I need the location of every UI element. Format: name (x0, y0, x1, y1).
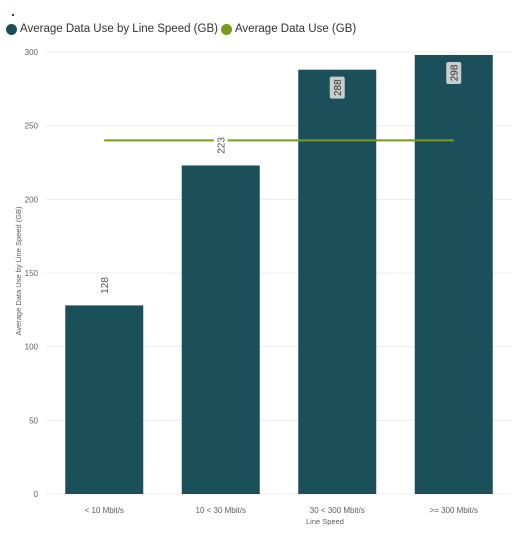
bar-2 (298, 69, 377, 495)
x-axis-title: Line Speed (306, 517, 344, 526)
data-label-bg-2 (329, 76, 345, 99)
legend-swatch-bars (6, 23, 17, 35)
data-label-text-0: 128 (100, 277, 111, 294)
y-tick-label-3: 150 (25, 269, 39, 278)
y-tick-label-0: 0 (34, 490, 39, 499)
x-tick-label-1: 10 < 30 Mbit/s (196, 506, 246, 515)
data-label-text-2: 288 (333, 79, 344, 96)
x-tick-label-0: < 10 Mbit/s (85, 506, 124, 515)
x-tick-label-2: 30 < 300 Mbit/s (310, 506, 365, 515)
data-label-2: 288 (329, 76, 345, 99)
bar-1 (181, 165, 260, 495)
y-tick-label-6: 300 (25, 48, 39, 57)
bar-3 (414, 54, 493, 495)
legend-label-bars: Average Data Use by Line Speed (GB) (20, 23, 218, 35)
legend-swatch-line (220, 23, 232, 35)
y-tick-label-5: 250 (25, 122, 39, 131)
legend-label-line: Average Data Use (GB) (234, 23, 357, 35)
corner-dot (12, 14, 14, 16)
x-tick-label-3: >= 300 Mbit/s (430, 506, 478, 515)
data-label-text-3: 298 (449, 64, 460, 81)
data-label-text-1: 223 (216, 137, 227, 154)
data-label-3: 298 (446, 61, 462, 84)
y-axis-title: Average Data Use by Line Speed (GB) (14, 206, 23, 336)
y-tick-label-2: 100 (25, 343, 39, 352)
y-tick-label-4: 200 (25, 195, 39, 204)
legend-item-line[interactable]: Average Data Use (GB) (220, 23, 357, 35)
y-tick-label-1: 50 (29, 416, 38, 425)
data-label-0: 128 (100, 277, 111, 294)
data-label-knockout-1 (213, 133, 228, 158)
data-label-bg-3 (446, 61, 462, 84)
data-label-1: 223 (213, 133, 228, 158)
bar-0 (65, 305, 144, 494)
chart-legend: Average Data Use by Line Speed (GB) Aver… (6, 23, 359, 35)
legend-item-bars[interactable]: Average Data Use by Line Speed (GB) (6, 23, 218, 35)
